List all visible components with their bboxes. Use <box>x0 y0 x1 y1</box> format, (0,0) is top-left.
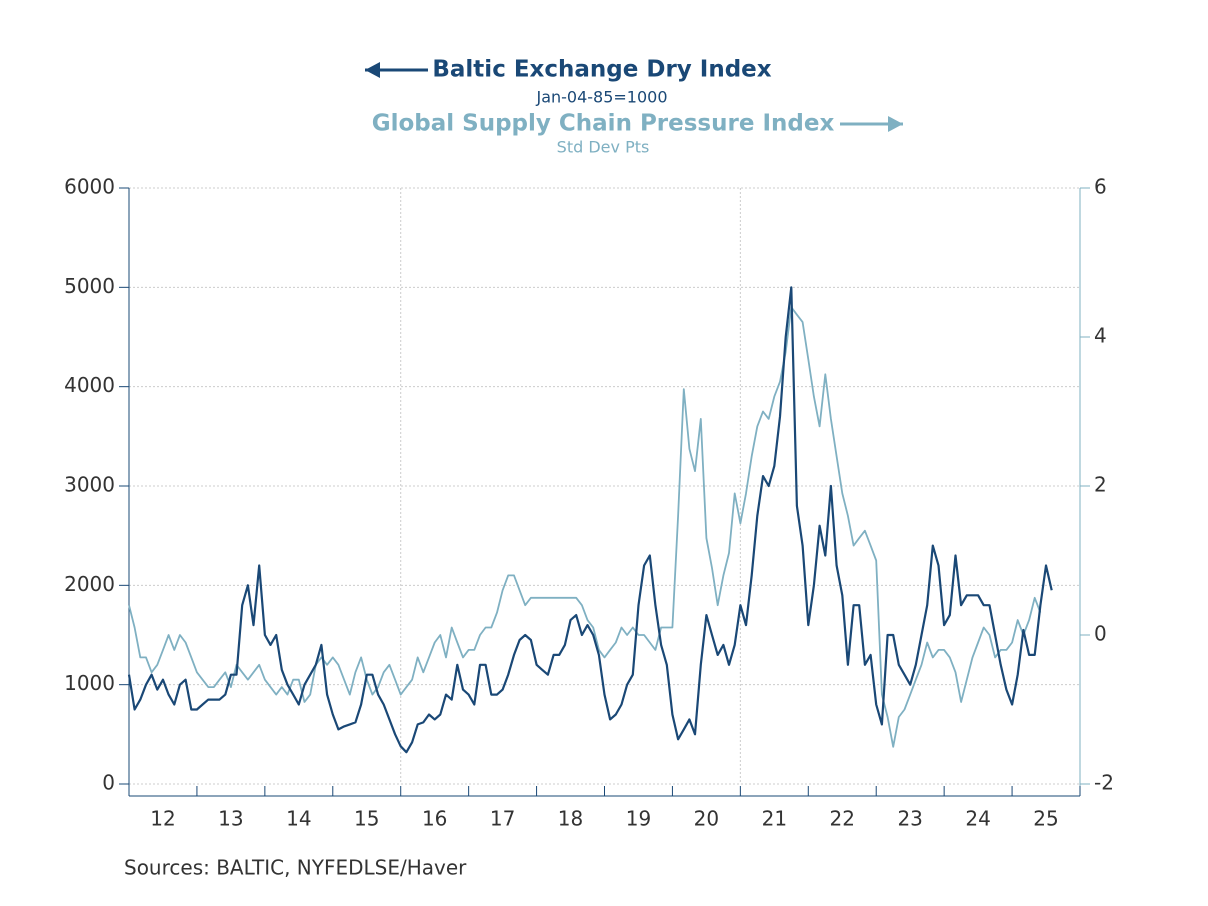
x-tick-label: 14 <box>286 807 311 831</box>
x-tick-label: 18 <box>558 807 583 831</box>
y2-tick-label: 2 <box>1094 473 1107 497</box>
x-tick-label: 12 <box>150 807 175 831</box>
legend-label: Baltic Exchange Dry Index <box>432 57 771 83</box>
x-tick-label: 16 <box>422 807 447 831</box>
y2-tick-label: 4 <box>1094 324 1107 348</box>
legend-unit: Std Dev Pts <box>557 138 650 157</box>
y2-tick-label: -2 <box>1094 771 1114 795</box>
x-tick-label: 20 <box>694 807 719 831</box>
x-tick-label: 23 <box>897 807 922 831</box>
legend-arrowhead <box>888 116 903 132</box>
legend-unit: Jan-04-85=1000 <box>535 88 667 107</box>
y-tick-label: 5000 <box>64 274 115 298</box>
y-tick-label: 3000 <box>64 473 115 497</box>
x-tick-label: 17 <box>490 807 515 831</box>
series-line <box>128 306 1042 748</box>
x-tick-label: 15 <box>354 807 379 831</box>
x-tick-label: 19 <box>626 807 651 831</box>
legend-label: Global Supply Chain Pressure Index <box>372 111 835 137</box>
x-tick-label: 24 <box>965 807 990 831</box>
source: Sources: BALTIC, NYFEDLSE/Haver <box>124 856 467 880</box>
y-tick-label: 4000 <box>64 373 115 397</box>
y2-tick-label: 0 <box>1094 622 1107 646</box>
x-tick-label: 22 <box>830 807 855 831</box>
y-tick-label: 1000 <box>64 671 115 695</box>
x-tick-label: 25 <box>1033 807 1058 831</box>
series-line <box>127 286 1053 754</box>
y-tick-label: 2000 <box>64 572 115 596</box>
x-tick-label: 13 <box>218 807 243 831</box>
y2-tick-label: 6 <box>1094 175 1107 199</box>
y-tick-label: 0 <box>102 771 115 795</box>
legend-arrowhead <box>365 62 380 78</box>
x-tick-label: 21 <box>762 807 787 831</box>
y-tick-label: 6000 <box>64 175 115 199</box>
